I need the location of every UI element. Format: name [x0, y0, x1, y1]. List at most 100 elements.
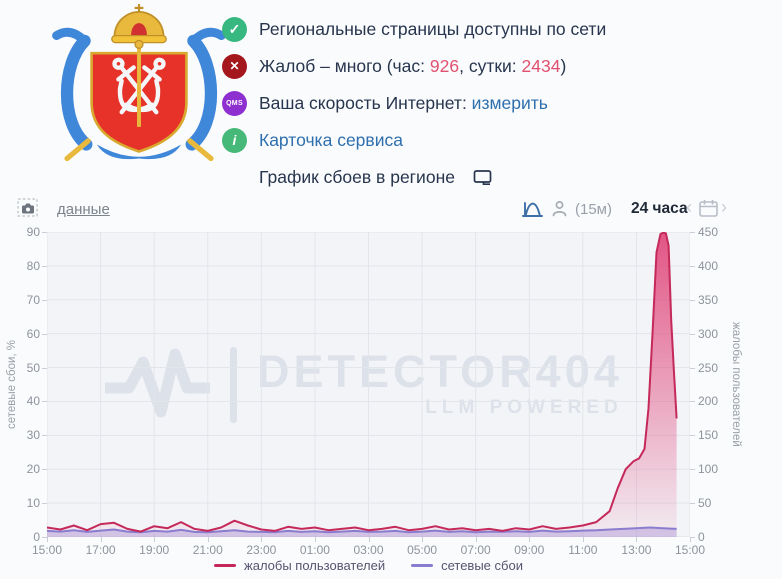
status-list: ✓ Региональные страницы доступны по сети… — [222, 16, 606, 190]
graph-title-text: График сбоев в регионе — [259, 166, 455, 187]
complaints-between: , сутки: — [459, 55, 522, 76]
x-axis-tick: 13:00 — [621, 543, 652, 557]
x-axis-tick: 05:00 — [407, 543, 438, 557]
x-axis-tickmark — [475, 537, 477, 542]
legend-label-failures: сетевые сбои — [441, 558, 523, 573]
y-axis-left-tick: 90 — [26, 225, 40, 239]
y-axis-right-tick: 300 — [698, 326, 719, 341]
y-axis-left-tick: 20 — [26, 462, 40, 477]
graph-section-title: График сбоев в регионе — [259, 164, 606, 190]
x-axis-tick: 15:00 — [674, 543, 706, 557]
x-axis-tickmark — [47, 537, 48, 542]
y-axis-right-tickmark — [690, 469, 695, 471]
complaints-hour-value: 926 — [429, 55, 460, 76]
data-link[interactable]: данные — [57, 201, 110, 218]
distribution-chart-icon[interactable] — [521, 198, 544, 223]
x-axis-tickmark — [368, 537, 370, 542]
y-axis-left-tick: 80 — [26, 258, 40, 273]
crown-icon — [111, 4, 167, 44]
service-card-link[interactable]: Карточка сервиса — [259, 129, 403, 150]
x-axis-tickmark — [690, 537, 691, 542]
speedtest-text: Ваша скорость Интернет: измерить — [259, 93, 548, 114]
x-axis-tick: 11:00 — [568, 543, 598, 557]
screenshot-camera-icon[interactable] — [17, 198, 39, 222]
y-axis-right-tick: 150 — [698, 428, 719, 443]
status-row-speedtest: QMS Ваша скорость Интернет: измерить — [222, 90, 606, 116]
y-axis-left-tickmark — [42, 299, 47, 301]
y-axis-right-tickmark — [690, 265, 695, 267]
plot-area[interactable] — [47, 232, 690, 537]
y-axis-right-tick: 350 — [698, 292, 719, 307]
availability-text: Региональные страницы доступны по сети — [259, 18, 607, 39]
x-axis-tickmark — [422, 537, 424, 542]
y-axis-left-tickmark — [42, 469, 47, 471]
x-axis-tickmark — [582, 537, 584, 542]
y-axis-right-title: жалобы пользователей — [730, 322, 742, 447]
y-axis-right-tickmark — [690, 537, 695, 538]
x-axis-tick: 23:00 — [246, 543, 277, 557]
x-axis-tickmark — [207, 537, 209, 542]
y-axis-right-tickmark — [690, 299, 695, 301]
y-axis-left-tickmark — [42, 333, 47, 335]
x-axis-tick: 01:00 — [299, 543, 330, 557]
y-axis-left-tickmark — [42, 537, 47, 538]
y-axis-right-tick: 450 — [698, 225, 719, 239]
y-axis-right-tickmark — [690, 333, 695, 335]
x-axis-tickmark — [100, 537, 102, 542]
failures-line — [47, 526, 677, 534]
info-circle-icon: i — [222, 127, 247, 153]
complaints-line — [47, 232, 678, 533]
legend-swatch-complaints — [214, 564, 237, 567]
y-axis-right-tickmark — [690, 232, 695, 233]
y-axis-left-tick: 10 — [26, 496, 40, 511]
x-axis-tickmark — [636, 537, 638, 542]
complaints-text: Жалоб – много (час: 926, сутки: 2434) — [259, 56, 566, 77]
y-axis-left-tickmark — [42, 265, 47, 267]
y-axis-right-tickmark — [690, 435, 695, 437]
speedtest-link[interactable]: измерить — [471, 92, 548, 113]
y-axis-right-tickmark — [690, 401, 695, 403]
y-axis-right-tick: 100 — [698, 462, 719, 477]
status-row-complaints: ✕ Жалоб – много (час: 926, сутки: 2434) — [222, 53, 606, 79]
y-axis-right-tick: 50 — [698, 496, 712, 511]
monitor-icon — [473, 169, 492, 186]
y-axis-left-tickmark — [42, 232, 47, 233]
y-axis-right-tickmark — [690, 503, 695, 505]
y-axis-left-tick: 50 — [26, 360, 40, 375]
x-axis-tick: 09:00 — [514, 543, 545, 557]
x-axis-tick: 15:00 — [31, 543, 63, 557]
x-axis-tick: 07:00 — [460, 543, 491, 557]
x-axis-tickmark — [261, 537, 263, 542]
legend-item-complaints: жалобы пользователей — [214, 558, 385, 573]
chevron-right-icon[interactable]: › — [721, 197, 727, 217]
complaints-prefix: Жалоб – много (час: — [259, 55, 430, 76]
x-axis-tickmark — [154, 537, 156, 542]
speedtest-label: Ваша скорость Интернет: — [259, 92, 472, 113]
calendar-icon[interactable] — [698, 198, 719, 222]
x-axis-tickmark — [314, 537, 316, 542]
y-axis-left-tick: 40 — [26, 394, 40, 409]
y-axis-left-tickmark — [42, 367, 47, 369]
complaints-suffix: ) — [560, 55, 567, 76]
x-axis-tick: 17:00 — [85, 543, 116, 557]
y-axis-left-tickmark — [42, 503, 47, 505]
status-row-service-card: i Карточка сервиса — [222, 127, 606, 153]
interval-label[interactable]: (15м) — [575, 201, 612, 218]
complaints-area — [47, 232, 677, 537]
cross-circle-icon: ✕ — [222, 53, 247, 79]
y-axis-right-tick: 400 — [698, 258, 719, 273]
x-axis-tick: 03:00 — [353, 543, 384, 557]
check-circle-icon: ✓ — [222, 16, 247, 42]
y-axis-right-tickmark — [690, 367, 695, 369]
y-axis-left-tickmark — [42, 401, 47, 403]
chevron-left-icon[interactable]: ‹ — [686, 197, 692, 217]
legend-item-failures: сетевые сбои — [411, 558, 523, 573]
x-axis-tickmark — [529, 537, 531, 542]
person-icon[interactable] — [551, 200, 568, 221]
status-row-availability: ✓ Региональные страницы доступны по сети — [222, 16, 606, 42]
complaints-day-value: 2434 — [521, 55, 561, 76]
range-label-24h[interactable]: 24 часа — [631, 200, 688, 217]
coat-of-arms — [52, 4, 226, 162]
chart-legend: жалобы пользователей сетевые сбои — [47, 558, 690, 573]
